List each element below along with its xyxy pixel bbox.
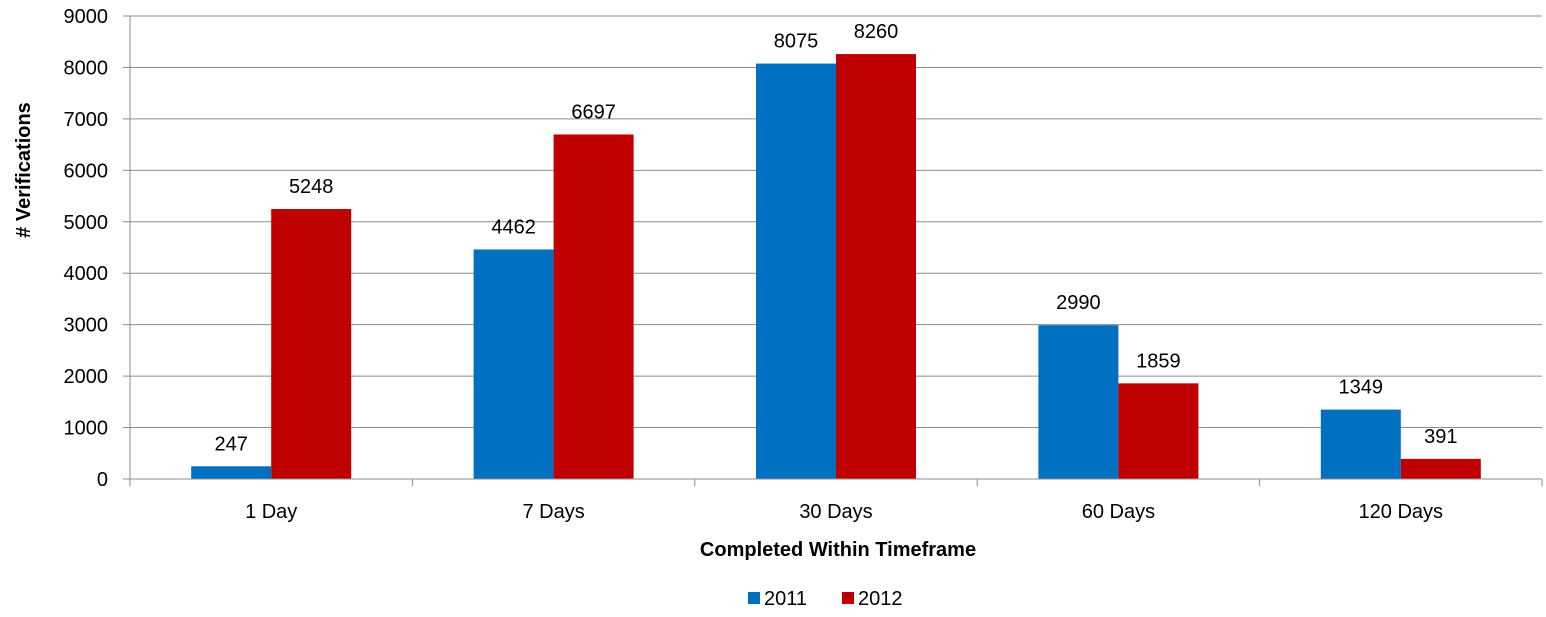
x-tick-label: 120 Days: [1359, 501, 1444, 523]
y-tick-label: 9000: [64, 6, 109, 28]
data-label: 5248: [289, 176, 334, 198]
bar: [553, 134, 634, 479]
y-axis-title: # Verifications: [13, 102, 35, 238]
bar: [1320, 409, 1401, 479]
x-tick-label: 1 Day: [245, 501, 297, 523]
legend-swatch: [748, 592, 760, 604]
bars: [191, 54, 1481, 480]
data-label: 391: [1424, 426, 1457, 448]
y-tick-label: 4000: [64, 263, 109, 285]
y-tick-label: 6000: [64, 160, 109, 182]
y-tick-label: 0: [97, 469, 108, 491]
data-label: 2990: [1056, 292, 1101, 314]
y-tick-label: 8000: [64, 57, 109, 79]
data-labels: 247 5248 4462 6697 8075 8260 2990 1859 1349 391: [215, 21, 1458, 455]
data-label: 247: [215, 433, 248, 455]
x-tick-label: 30 Days: [799, 501, 872, 523]
data-label: 1349: [1339, 377, 1384, 399]
data-label: 8260: [854, 21, 899, 43]
y-tick-label: 3000: [64, 315, 109, 337]
axes: 0 1000 2000 3000 4000 5000 6000 7000 8000 9000 1 D…: [64, 6, 1543, 523]
legend: 2011 2012: [748, 588, 903, 610]
data-label: 8075: [774, 31, 819, 53]
bar: [191, 466, 272, 479]
bar: [756, 63, 836, 479]
bar: [473, 249, 554, 479]
data-label: 6697: [571, 101, 616, 123]
data-label: 4462: [491, 216, 536, 238]
bar: [836, 54, 916, 480]
x-tick-label: 7 Days: [522, 501, 584, 523]
legend-swatch: [842, 592, 854, 604]
bar: [271, 209, 352, 479]
legend-label: 2011: [764, 588, 807, 610]
bar: [1118, 383, 1199, 479]
legend-label: 2012: [858, 588, 903, 610]
x-tick-label: 60 Days: [1082, 501, 1155, 523]
y-tick-label: 7000: [64, 109, 109, 131]
y-tick-label: 2000: [64, 366, 109, 388]
bar: [1038, 325, 1119, 479]
data-label: 1859: [1136, 350, 1181, 372]
x-axis-title: Completed Within Timeframe: [700, 539, 976, 561]
y-tick-label: 1000: [64, 418, 109, 440]
y-tick-label: 5000: [64, 212, 109, 234]
bar: [1400, 458, 1481, 479]
